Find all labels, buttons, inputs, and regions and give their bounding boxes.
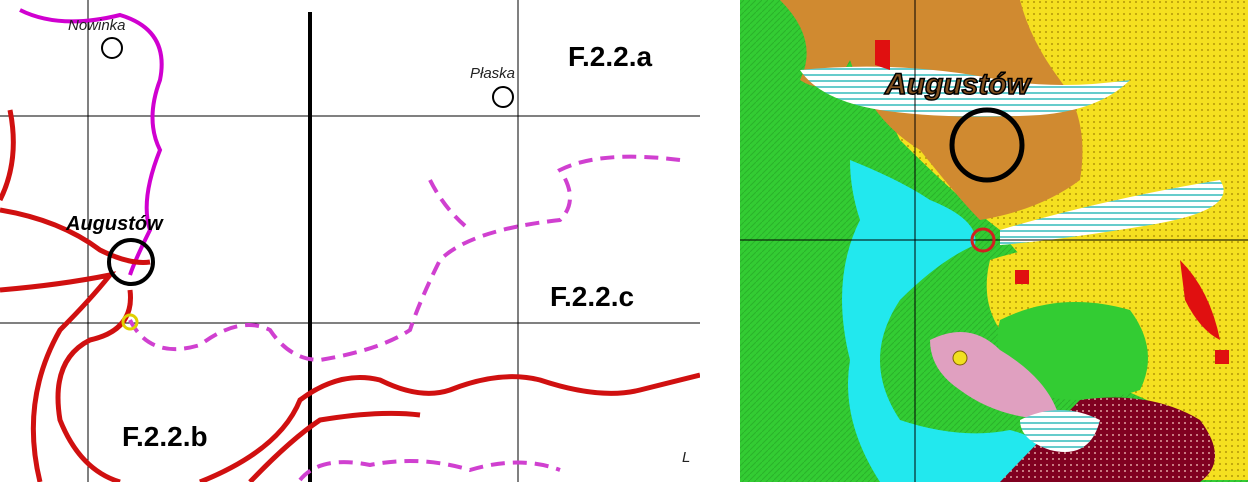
place-label: Płaska [470,65,515,82]
place-label: Augustów [65,213,164,235]
place-label: Augustów [884,68,1032,101]
sheet-label: F.2.2.c [550,281,634,312]
left-map: Nowinka Płaska Augustów L F.2.2.a F.2.2.… [0,0,700,482]
sheet-label: F.2.2.b [122,421,208,452]
right-map: Augustów [740,0,1248,482]
place-label: Nowinka [68,17,126,34]
place-label: L [682,449,690,466]
sheet-label: F.2.2.a [568,41,652,72]
